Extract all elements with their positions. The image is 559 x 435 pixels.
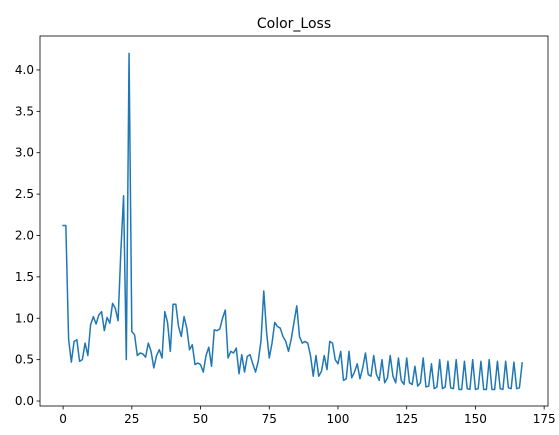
y-tick-label: 3.5 [15, 104, 34, 118]
x-tick-label: 150 [464, 412, 487, 426]
y-tick-label: 2.0 [15, 228, 34, 242]
y-tick-label: 3.0 [15, 146, 34, 160]
y-tick-label: 1.0 [15, 311, 34, 325]
x-tick-label: 75 [262, 412, 277, 426]
axes: 0 25 50 75 100 125 150 175 0.0 0.5 1.0 1.5 2.0 2.5 3.0… [15, 35, 556, 426]
x-tick-label: 0 [59, 412, 67, 426]
x-tick-label: 25 [124, 412, 139, 426]
x-tick-label: 100 [327, 412, 350, 426]
plot-area [62, 52, 523, 391]
x-tick-label: 50 [193, 412, 208, 426]
y-tick-label: 2.5 [15, 187, 34, 201]
x-tick-label: 125 [395, 412, 418, 426]
y-tick-label: 0.0 [15, 394, 34, 408]
series-line-0 [62, 52, 523, 391]
y-tick-label: 1.5 [15, 270, 34, 284]
y-tick-label: 0.5 [15, 353, 34, 367]
chart-title: Color_Loss [257, 16, 331, 32]
x-tick-label: 175 [533, 412, 556, 426]
plot-frame [39, 35, 549, 407]
y-tick-label: 4.0 [15, 63, 34, 77]
